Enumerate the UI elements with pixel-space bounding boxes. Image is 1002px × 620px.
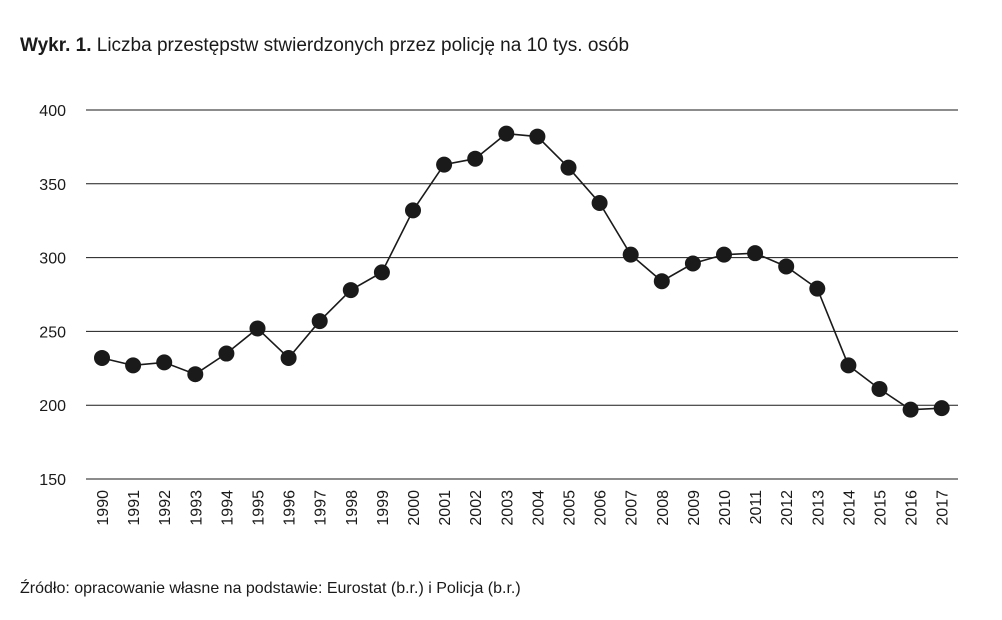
series-points — [94, 125, 950, 418]
x-tick-label: 2004 — [530, 490, 547, 526]
data-point-2009 — [684, 255, 701, 272]
data-point-2008 — [653, 273, 670, 290]
data-point-2006 — [591, 194, 608, 211]
series-line-group — [101, 132, 942, 411]
data-point-2000 — [405, 202, 421, 219]
x-tick-label: 2011 — [748, 490, 765, 525]
data-point-2007 — [622, 246, 639, 263]
data-point-1997 — [311, 313, 328, 330]
x-tick-label: 2012 — [779, 490, 796, 526]
data-point-2010 — [716, 246, 732, 263]
x-tick-label: 2017 — [935, 490, 952, 526]
x-axis-tick-labels: 1990 1991 1992 1993 1994 1995 1996 1997 1998 1999… — [95, 490, 952, 526]
data-point-1994 — [218, 345, 235, 362]
data-point-1996 — [280, 349, 297, 366]
x-tick-label: 2013 — [810, 490, 827, 526]
x-tick-label: 2001 — [437, 490, 454, 526]
chart-title: Wykr. 1. Liczba przestępstw stwierdzonyc… — [20, 35, 629, 57]
x-tick-label: 1999 — [375, 490, 392, 526]
x-tick-label: 2009 — [686, 490, 703, 526]
series-line — [101, 132, 942, 411]
x-tick-label: 1991 — [126, 490, 143, 526]
x-tick-label: 2016 — [904, 490, 921, 526]
data-point-2002 — [467, 150, 484, 167]
y-tick-label: 300 — [39, 251, 66, 268]
x-tick-label: 1992 — [157, 490, 174, 526]
data-point-2015 — [871, 380, 888, 397]
y-axis-tick-labels: 150 200 250 300 350 400 — [39, 103, 66, 489]
y-tick-label: 150 — [39, 472, 66, 489]
data-point-2014 — [840, 357, 857, 374]
data-point-1991 — [125, 357, 142, 374]
x-tick-label: 1990 — [95, 490, 112, 526]
y-tick-label: 200 — [39, 398, 66, 415]
data-point-1995 — [249, 320, 266, 337]
x-tick-label: 1996 — [282, 490, 299, 526]
source-note: Źródło: opracowanie własne na podstawie:… — [20, 580, 521, 597]
x-tick-label: 2006 — [593, 490, 610, 526]
data-point-2003 — [498, 125, 515, 142]
x-tick-label: 1994 — [219, 490, 236, 526]
data-point-1990 — [94, 349, 110, 366]
x-tick-label: 2002 — [468, 490, 485, 526]
x-tick-label: 2003 — [499, 490, 516, 526]
chart-title-prefix: Wykr. 1. — [20, 35, 92, 56]
x-tick-label: 2007 — [624, 490, 641, 526]
data-point-2005 — [560, 159, 577, 176]
data-point-1999 — [373, 264, 390, 281]
data-point-2011 — [747, 245, 764, 262]
x-tick-label: 1993 — [188, 490, 205, 526]
x-tick-label: 2000 — [406, 490, 423, 526]
chart-title-text: Liczba przestępstw stwierdzonych przez p… — [96, 35, 630, 56]
x-tick-label: 1995 — [251, 490, 268, 526]
x-tick-label: 2015 — [873, 490, 890, 526]
data-point-2013 — [809, 280, 826, 297]
data-point-1992 — [156, 354, 173, 371]
data-point-2017 — [933, 400, 950, 417]
x-tick-label: 2014 — [841, 490, 858, 526]
y-tick-label: 250 — [39, 324, 66, 341]
x-tick-label: 2005 — [562, 490, 579, 526]
data-point-1993 — [187, 366, 204, 383]
data-point-1998 — [342, 282, 359, 299]
x-tick-label: 1997 — [313, 490, 330, 526]
data-point-2016 — [902, 401, 919, 418]
gridlines — [86, 109, 958, 480]
data-point-2001 — [436, 156, 453, 173]
data-point-2012 — [778, 258, 795, 275]
x-tick-label: 2008 — [655, 490, 672, 526]
x-tick-label: 1998 — [344, 490, 361, 526]
data-point-2004 — [529, 128, 546, 145]
x-tick-label: 2010 — [717, 490, 734, 526]
y-tick-label: 400 — [39, 103, 66, 120]
y-tick-label: 350 — [39, 177, 66, 194]
